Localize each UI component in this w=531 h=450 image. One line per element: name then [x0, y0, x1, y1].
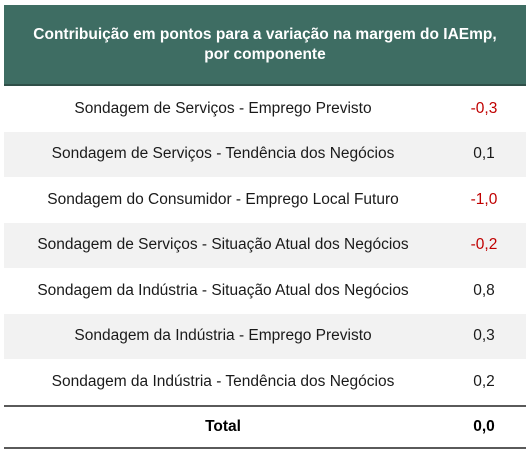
- row-label: Sondagem do Consumidor - Emprego Local F…: [47, 190, 399, 208]
- row-label: Sondagem da Indústria - Tendência dos Ne…: [51, 372, 395, 390]
- table-row: Sondagem da Indústria - Emprego Previsto…: [4, 313, 526, 359]
- row-value: 0,1: [473, 145, 495, 163]
- table-row: Sondagem de Serviços - Emprego Previsto …: [4, 86, 526, 132]
- row-value: -0,2: [470, 236, 498, 254]
- row-value: 0,3: [473, 327, 495, 345]
- row-value: -0,3: [470, 99, 498, 117]
- table-title-line-1: Contribuição em pontos para a variação n…: [33, 25, 497, 43]
- row-value: -1,0: [470, 190, 498, 208]
- contribution-table: Contribuição em pontos para a variação n…: [4, 5, 526, 449]
- table-row: Sondagem de Serviços - Tendência dos Neg…: [4, 131, 526, 177]
- table-row: Sondagem da Indústria - Situação Atual d…: [4, 268, 526, 314]
- row-label: Sondagem de Serviços - Tendência dos Neg…: [51, 145, 395, 163]
- table-row: Sondagem da Indústria - Tendência dos Ne…: [4, 359, 526, 405]
- table-row: Sondagem de Serviços - Situação Atual do…: [4, 222, 526, 268]
- row-label: Sondagem de Serviços - Situação Atual do…: [37, 236, 409, 254]
- row-value: 0,2: [473, 372, 495, 390]
- row-label: Sondagem de Serviços - Emprego Previsto: [74, 99, 372, 117]
- total-label: Total: [205, 417, 241, 435]
- total-row: Total 0,0: [4, 404, 526, 449]
- table-row: Sondagem do Consumidor - Emprego Local F…: [4, 177, 526, 223]
- row-value: 0,8: [473, 281, 495, 299]
- total-value: 0,0: [473, 417, 495, 435]
- table-header: Contribuição em pontos para a variação n…: [4, 5, 526, 86]
- table-title-line-2: por componente: [204, 45, 326, 63]
- row-label: Sondagem da Indústria - Situação Atual d…: [37, 281, 409, 299]
- row-label: Sondagem da Indústria - Emprego Previsto: [74, 327, 372, 345]
